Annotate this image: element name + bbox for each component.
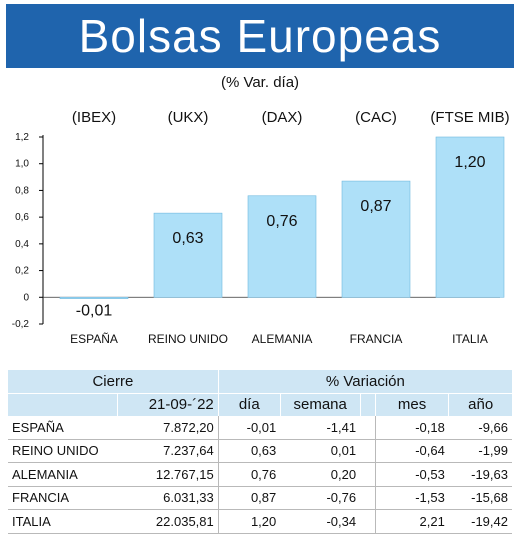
bar-4 bbox=[435, 136, 505, 298]
row-name: ESPAÑA bbox=[8, 416, 118, 440]
header-ano: año bbox=[448, 393, 512, 416]
y-tick-label: -0,2 bbox=[12, 319, 30, 330]
row-gap bbox=[360, 486, 376, 510]
category-label: ALEMANIA bbox=[252, 332, 313, 346]
category-label: REINO UNIDO bbox=[148, 332, 228, 346]
bar-value-label: 1,20 bbox=[454, 154, 485, 171]
bar-3 bbox=[341, 180, 411, 298]
y-tick-label: 0,4 bbox=[15, 239, 29, 250]
y-tick-label: 1,2 bbox=[15, 132, 29, 143]
cell-ano: -15,68 bbox=[448, 486, 512, 510]
cell-mes: -0,18 bbox=[374, 416, 449, 440]
cell-dia: 0,76 bbox=[217, 462, 281, 487]
row-name: ALEMANIA bbox=[8, 462, 118, 487]
bar-0 bbox=[59, 296, 129, 299]
cell-semana: -0,76 bbox=[280, 486, 361, 510]
cell-cierre: 22.035,81 bbox=[117, 509, 219, 534]
index-label: (UKX) bbox=[168, 109, 209, 126]
title-banner: Bolsas Europeas bbox=[6, 4, 514, 68]
bar-1 bbox=[153, 212, 223, 298]
row-name: FRANCIA bbox=[8, 486, 118, 510]
category-label: FRANCIA bbox=[350, 332, 403, 346]
chart-subtitle: (% Var. día) bbox=[220, 74, 300, 91]
cell-cierre: 6.031,33 bbox=[117, 486, 219, 510]
header-gap bbox=[359, 393, 376, 416]
table-header-row-1: Cierre % Variación bbox=[8, 370, 512, 393]
cell-cierre: 7.237,64 bbox=[117, 439, 219, 463]
y-tick-label: 0,8 bbox=[15, 185, 29, 196]
table-row: ALEMANIA 12.767,15 0,76 0,20 -0,53 -19,63 bbox=[8, 462, 512, 487]
y-tick-label: 0 bbox=[23, 292, 29, 303]
header-variacion: % Variación bbox=[217, 370, 512, 393]
table-row: REINO UNIDO 7.237,64 0,63 0,01 -0,64 -1,99 bbox=[8, 439, 512, 463]
bar-2 bbox=[247, 195, 317, 298]
cell-semana: -0,34 bbox=[280, 509, 361, 534]
cell-ano: -9,66 bbox=[448, 416, 512, 440]
cell-dia: 1,20 bbox=[217, 509, 281, 534]
y-tick-label: 1,0 bbox=[15, 159, 29, 170]
bar-value-label: 0,76 bbox=[266, 213, 297, 230]
cell-mes: -0,53 bbox=[374, 462, 449, 487]
stock-table: Cierre % Variación 21-09-´22 día semana … bbox=[8, 370, 512, 534]
cell-semana: 0,01 bbox=[280, 439, 361, 463]
cell-ano: -1,99 bbox=[448, 439, 512, 463]
cell-ano: -19,42 bbox=[448, 509, 512, 534]
cell-mes: -1,53 bbox=[374, 486, 449, 510]
cell-cierre: 7.872,20 bbox=[117, 416, 219, 440]
bar-value-label: 0,63 bbox=[172, 230, 203, 247]
cell-ano: -19,63 bbox=[448, 462, 512, 487]
y-tick-label: 0,2 bbox=[15, 266, 29, 277]
cell-semana: 0,20 bbox=[280, 462, 361, 487]
bar-chart: -0,2 0 0,2 0,4 0,6 0,8 1,0 1,2 -0,01 (IBEX) ESPAÑA… bbox=[12, 109, 510, 346]
table-row: ITALIA 22.035,81 1,20 -0,34 2,21 -19,42 bbox=[8, 509, 512, 534]
row-gap bbox=[360, 509, 376, 534]
row-name: REINO UNIDO bbox=[8, 439, 118, 463]
index-label: (IBEX) bbox=[72, 109, 116, 126]
cell-dia: 0,87 bbox=[217, 486, 281, 510]
index-label: (FTSE MIB) bbox=[430, 109, 509, 126]
index-label: (DAX) bbox=[262, 109, 303, 126]
header-cierre: Cierre bbox=[8, 370, 219, 393]
category-label: ESPAÑA bbox=[70, 332, 118, 346]
bar-value-label: -0,01 bbox=[76, 302, 113, 319]
page-title: Bolsas Europeas bbox=[78, 10, 442, 62]
header-dia: día bbox=[217, 393, 281, 416]
cell-semana: -1,41 bbox=[280, 416, 361, 440]
cell-mes: -0,64 bbox=[374, 439, 449, 463]
header-semana: semana bbox=[279, 393, 361, 416]
cell-dia: -0,01 bbox=[217, 416, 281, 440]
table-row: FRANCIA 6.031,33 0,87 -0,76 -1,53 -15,68 bbox=[8, 486, 512, 510]
table-header-row-2: 21-09-´22 día semana mes año bbox=[8, 393, 512, 416]
index-label: (CAC) bbox=[355, 109, 397, 126]
category-label: ITALIA bbox=[452, 332, 488, 346]
header-mes: mes bbox=[374, 393, 449, 416]
header-empty bbox=[8, 393, 118, 416]
table-row: ESPAÑA 7.872,20 -0,01 -1,41 -0,18 -9,66 bbox=[8, 416, 512, 440]
row-gap bbox=[360, 462, 376, 487]
bar-value-label: 0,87 bbox=[360, 198, 391, 215]
cell-dia: 0,63 bbox=[217, 439, 281, 463]
row-gap bbox=[360, 439, 376, 463]
y-tick-label: 0,6 bbox=[15, 212, 29, 223]
row-gap bbox=[360, 416, 376, 440]
row-name: ITALIA bbox=[8, 509, 118, 534]
cell-mes: 2,21 bbox=[374, 509, 449, 534]
cell-cierre: 12.767,15 bbox=[117, 462, 219, 487]
header-date: 21-09-´22 bbox=[116, 393, 219, 416]
